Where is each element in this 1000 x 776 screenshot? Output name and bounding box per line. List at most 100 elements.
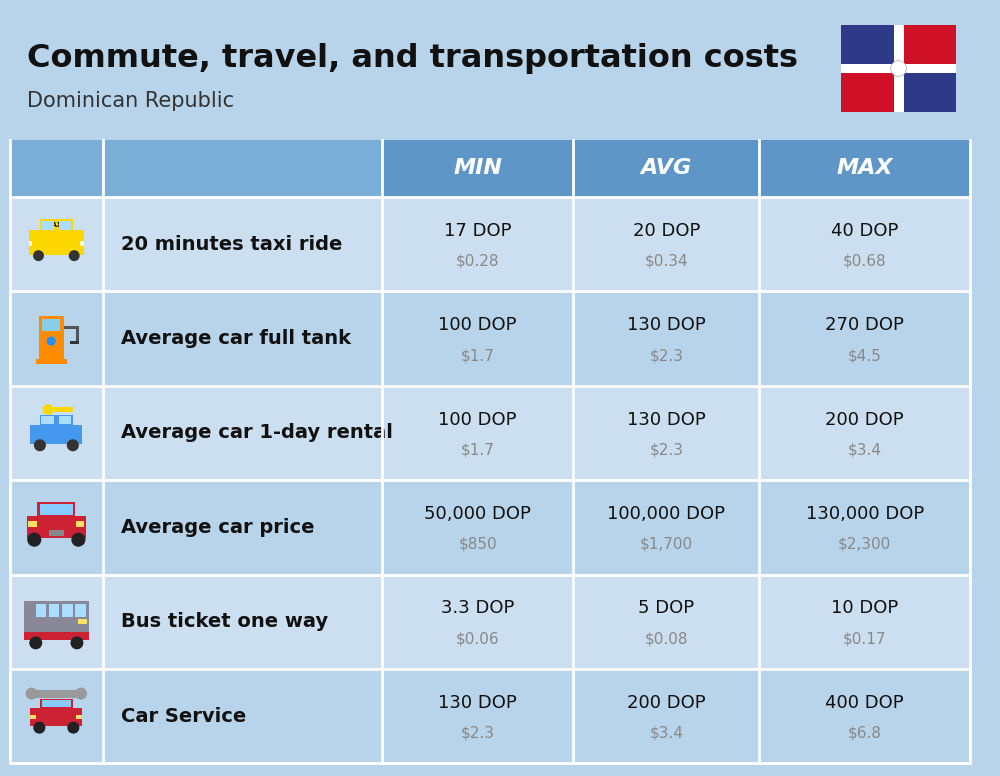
Text: 270 DOP: 270 DOP [825, 317, 904, 334]
Text: 17 DOP: 17 DOP [444, 222, 511, 240]
Text: $2.3: $2.3 [649, 348, 683, 363]
Bar [76, 521, 84, 528]
Bar [78, 618, 87, 624]
Text: 130,000 DOP: 130,000 DOP [806, 505, 924, 523]
Text: Commute, travel, and transportation costs: Commute, travel, and transportation cost… [27, 43, 798, 74]
Bar [899, 26, 956, 68]
Bar [76, 326, 79, 341]
Text: AVG: AVG [641, 158, 692, 178]
Text: MAX: MAX [837, 158, 893, 178]
Bar [10, 140, 382, 197]
Text: $2.3: $2.3 [649, 442, 683, 458]
Text: $4.5: $4.5 [848, 348, 882, 363]
Text: $2.3: $2.3 [461, 726, 495, 741]
Text: 50,000 DOP: 50,000 DOP [424, 505, 531, 523]
Bar [30, 708, 82, 726]
Bar [40, 415, 73, 425]
Circle shape [71, 532, 85, 547]
Bar [70, 341, 79, 344]
Text: $0.17: $0.17 [843, 632, 887, 646]
Text: $0.08: $0.08 [645, 632, 688, 646]
Bar [27, 515, 86, 538]
Circle shape [43, 404, 54, 415]
Bar [10, 386, 970, 480]
Bar [24, 632, 89, 640]
Text: $3.4: $3.4 [649, 726, 683, 741]
Bar [30, 715, 36, 719]
Bar [573, 140, 759, 197]
Bar [40, 699, 73, 708]
Circle shape [47, 337, 56, 345]
Bar [28, 521, 37, 528]
Text: $1,700: $1,700 [640, 537, 693, 552]
Bar [29, 241, 32, 246]
Bar [24, 601, 89, 639]
Text: Average car full tank: Average car full tank [121, 329, 351, 348]
Text: Average car 1-day rental: Average car 1-day rental [121, 424, 392, 442]
Circle shape [891, 61, 906, 76]
Bar [10, 197, 970, 291]
Circle shape [33, 722, 45, 733]
Bar [10, 291, 970, 386]
Bar [841, 26, 899, 68]
Bar [80, 241, 84, 246]
Bar [894, 26, 904, 112]
Bar [42, 700, 71, 708]
Bar [49, 530, 64, 536]
Bar [382, 140, 573, 197]
Bar [64, 326, 77, 329]
Text: 130 DOP: 130 DOP [438, 694, 517, 712]
Text: Average car price: Average car price [121, 518, 314, 537]
Bar [841, 64, 956, 74]
Bar [41, 417, 54, 424]
Text: 100 DOP: 100 DOP [438, 411, 517, 428]
Bar [37, 502, 75, 517]
Text: 130 DOP: 130 DOP [627, 317, 706, 334]
Text: 130 DOP: 130 DOP [627, 411, 706, 428]
Text: Bus ticket one way: Bus ticket one way [121, 612, 328, 631]
Text: 200 DOP: 200 DOP [825, 411, 904, 428]
Text: $0.34: $0.34 [645, 254, 688, 268]
Text: $1.7: $1.7 [461, 442, 495, 458]
Text: 5 DOP: 5 DOP [638, 600, 694, 618]
Text: 400 DOP: 400 DOP [825, 694, 904, 712]
Circle shape [70, 636, 83, 650]
Bar [49, 604, 59, 617]
Text: 40 DOP: 40 DOP [831, 222, 898, 240]
Bar [40, 220, 73, 232]
Bar [899, 68, 956, 112]
Bar [29, 230, 84, 255]
Bar [40, 504, 73, 515]
Text: $0.28: $0.28 [456, 254, 499, 268]
Circle shape [67, 722, 79, 733]
Bar [41, 221, 54, 230]
Text: Dominican Republic: Dominican Republic [27, 91, 235, 111]
Text: $0.06: $0.06 [456, 632, 500, 646]
Bar [75, 604, 86, 617]
Text: MIN: MIN [453, 158, 502, 178]
Bar [59, 417, 71, 424]
Text: $2,300: $2,300 [838, 537, 891, 552]
Circle shape [75, 688, 87, 700]
Circle shape [29, 636, 42, 650]
Bar [54, 407, 73, 412]
Circle shape [27, 532, 41, 547]
Text: Car Service: Car Service [121, 707, 246, 726]
Bar [10, 574, 970, 669]
Text: $6.8: $6.8 [848, 726, 882, 741]
Circle shape [26, 688, 38, 700]
Bar [841, 68, 899, 112]
Circle shape [34, 439, 46, 452]
Text: 100,000 DOP: 100,000 DOP [607, 505, 725, 523]
Bar [36, 604, 46, 617]
Bar [10, 669, 970, 764]
Text: $0.68: $0.68 [843, 254, 887, 268]
Text: $850: $850 [458, 537, 497, 552]
Circle shape [67, 439, 79, 452]
Text: 3.3 DOP: 3.3 DOP [441, 600, 514, 618]
Bar [36, 359, 67, 364]
Bar [759, 140, 970, 197]
Text: $1.7: $1.7 [461, 348, 495, 363]
Circle shape [33, 250, 44, 261]
Text: $3.4: $3.4 [848, 442, 882, 458]
